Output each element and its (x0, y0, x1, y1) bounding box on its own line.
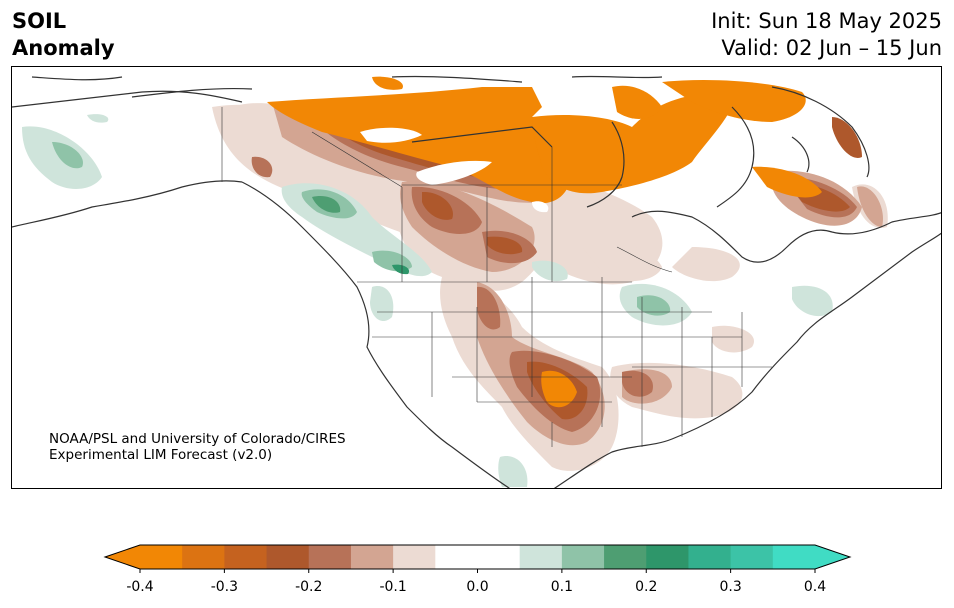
colorbar-tick-label: -0.4 (126, 579, 153, 595)
wet-anomaly-shading (22, 114, 833, 487)
colorbar-under-arrow (105, 545, 140, 569)
colorbar-segment (772, 545, 816, 569)
credit-line-1: NOAA/PSL and University of Colorado/CIRE… (49, 431, 346, 447)
colorbar-segment (477, 545, 521, 569)
colorbar-segment (140, 545, 183, 569)
colorbar-tick-label: 0.2 (635, 579, 657, 595)
colorbar-tick-label: -0.3 (211, 579, 238, 595)
init-date: Init: Sun 18 May 2025 (711, 9, 942, 33)
colorbar-segment (308, 545, 352, 569)
title-line-2: Anomaly (12, 36, 115, 60)
colorbar-segment (646, 545, 689, 569)
colorbar-segment (561, 545, 605, 569)
colorbar-tick-label: -0.2 (295, 579, 322, 595)
colorbar-segment (435, 545, 478, 569)
anomaly-shading (212, 76, 888, 471)
colorbar-segment (393, 545, 436, 569)
colorbar-over-arrow (815, 545, 850, 569)
colorbar-tick-label: 0.1 (551, 579, 573, 595)
colorbar-segment (519, 545, 563, 569)
boundaries (12, 75, 941, 488)
state-province-lines (221, 107, 772, 447)
colorbar-segment (266, 545, 310, 569)
colorbar-tick-label: 0.4 (804, 579, 826, 595)
map-title: SOIL Anomaly (12, 8, 115, 62)
colorbar-segment (182, 545, 225, 569)
colorbar-segments (103, 544, 852, 570)
colorbar-segment (224, 545, 268, 569)
colorbar-segment (350, 545, 394, 569)
map-panel (11, 66, 942, 489)
valid-period: Valid: 02 Jun – 15 Jun (721, 36, 942, 60)
colorbar-segment (604, 545, 647, 569)
title-line-1: SOIL (12, 9, 67, 33)
lakes (360, 127, 549, 213)
map-credit: NOAA/PSL and University of Colorado/CIRE… (49, 431, 346, 463)
credit-line-2: Experimental LIM Forecast (v2.0) (49, 447, 273, 463)
colorbar-tick-label: 0.3 (719, 579, 741, 595)
forecast-dates: Init: Sun 18 May 2025 Valid: 02 Jun – 15… (711, 8, 942, 62)
colorbar-segment (688, 545, 732, 569)
anomaly-map (12, 75, 941, 488)
colorbar-ticks: -0.4 -0.3 -0.2 -0.1 0.0 0.1 0.2 0.3 0.4 (126, 569, 826, 595)
colorbar-tick-label: -0.1 (379, 579, 406, 595)
colorbar-tick-label: 0.0 (466, 579, 488, 595)
colorbar-segment (730, 545, 774, 569)
